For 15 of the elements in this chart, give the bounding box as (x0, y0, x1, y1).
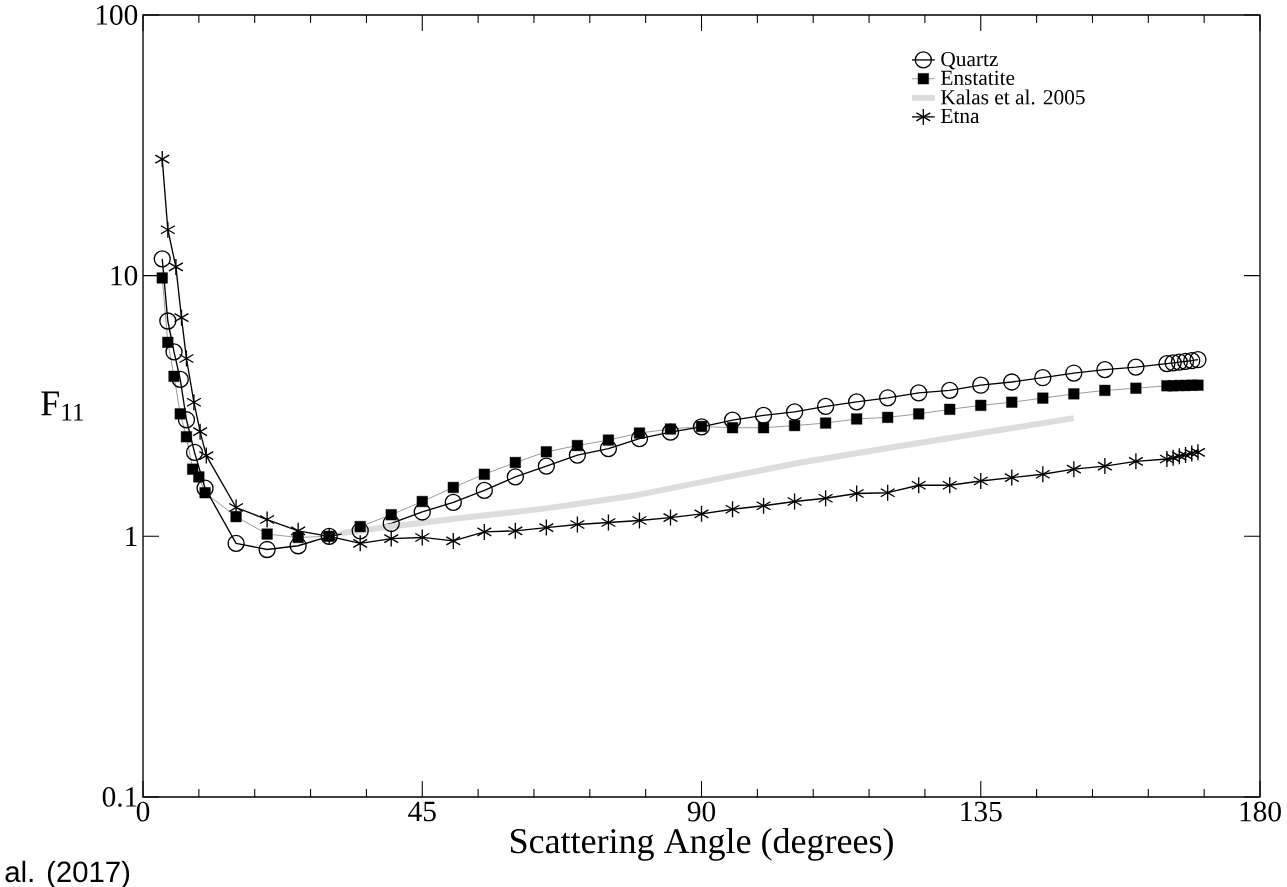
x-tick-label: 135 (961, 801, 1002, 822)
x-axis-title: Scattering Angle (degrees) (510, 827, 893, 861)
y-tick-label: 1 (126, 526, 137, 546)
x-tick-label: 90 (687, 801, 716, 822)
legend-label: Quartz (941, 51, 998, 70)
legend-label: Enstatite (941, 70, 1015, 85)
legend-label: Etna (941, 108, 980, 124)
x-tick-label: 45 (408, 801, 436, 822)
y-tick-label: 10 (111, 265, 138, 286)
y-tick-label: 100 (96, 5, 138, 25)
x-tick-label: 0 (136, 801, 150, 822)
y-tick-label: 0.1 (102, 787, 137, 807)
y-axis-title: F$_{11}$ (41, 391, 83, 421)
legend-label: Kalas et al. 2005 (941, 89, 1085, 105)
x-tick-label: 180 (1240, 801, 1281, 822)
